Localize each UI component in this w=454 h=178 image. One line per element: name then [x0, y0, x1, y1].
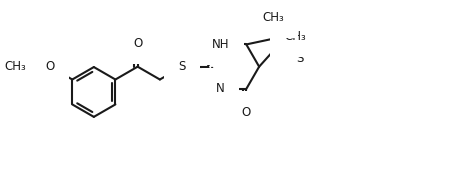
Text: O: O	[45, 60, 54, 73]
Text: O: O	[242, 106, 251, 119]
Text: CH₃: CH₃	[4, 60, 26, 73]
Text: NH: NH	[212, 38, 229, 51]
Text: S: S	[178, 60, 186, 73]
Text: CH₃: CH₃	[284, 30, 306, 43]
Text: O: O	[133, 37, 142, 50]
Text: S: S	[296, 52, 303, 65]
Text: N: N	[216, 82, 225, 95]
Text: CH₃: CH₃	[262, 11, 284, 24]
